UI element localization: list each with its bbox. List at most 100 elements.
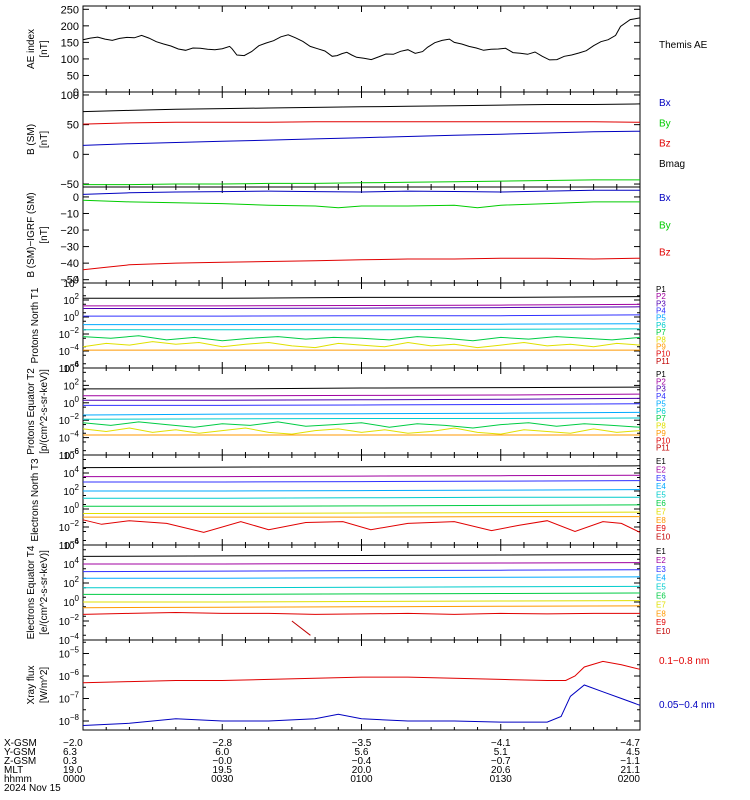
legend-label: E9: [656, 618, 666, 627]
x-axis-value: 19.0: [63, 765, 83, 776]
panel-frame: [82, 186, 641, 284]
panel-frame: [82, 91, 641, 188]
series-line-By: [83, 179, 640, 186]
y-tick-label: 104: [63, 360, 79, 375]
y-axis-label: Electrons North T3: [30, 458, 41, 542]
series-line-E10: [291, 620, 311, 636]
legend-label: P4: [656, 392, 666, 401]
series-line-P1: [83, 386, 641, 390]
y-axis-label: Protons North T1: [30, 287, 41, 363]
y-tick-label: 10−2: [59, 412, 80, 427]
x-axis-value: −2.0: [63, 738, 83, 749]
legend-label: E1: [656, 457, 666, 466]
legend-label: P8: [656, 422, 666, 431]
y-tick-label: 100: [63, 501, 79, 516]
y-axis-label: B (SM) [nT]: [26, 124, 50, 155]
legend-label: E8: [656, 516, 666, 525]
legend-label: E5: [656, 491, 666, 500]
y-tick-label: 0: [73, 192, 79, 204]
legend-label: P6: [656, 407, 666, 416]
legend-label: P7: [656, 328, 666, 337]
legend-label: E3: [656, 565, 666, 574]
y-tick-label: −50: [60, 275, 79, 287]
x-axis-value: 4.5: [626, 747, 640, 758]
panel-7: 106 104 102 100 10−2 10−4 Electrons Equator T4…: [26, 537, 671, 647]
x-axis-value: 20.0: [352, 765, 372, 776]
y-axis-label: B (SM)−IGRF (SM) [nT]: [26, 192, 50, 277]
legend-label: E4: [656, 574, 666, 583]
series-line-By: [82, 199, 640, 209]
legend-label: 0.05−0.4 nm: [659, 700, 715, 711]
y-tick-label: 10−2: [59, 326, 80, 341]
series-line-Bx: [82, 189, 640, 195]
y-axis-label: Electrons Equator T4 [e/(cm^2-s-sr-keV)]: [26, 545, 50, 639]
y-tick-label: 100: [61, 54, 79, 66]
y-tick-label: 100: [63, 594, 79, 609]
y-tick-label: 100: [63, 309, 79, 324]
series-line-E9: [82, 519, 641, 533]
legend-label: E3: [656, 474, 666, 483]
legend-label: Bmag: [659, 159, 685, 170]
x-axis-value: 0100: [350, 774, 373, 785]
y-axis-label: Xray flux [W/m^2]: [26, 666, 50, 705]
x-axis-row-label: MLT: [4, 765, 23, 776]
legend-label: Bz: [659, 248, 671, 259]
y-tick-label: 10−4: [59, 632, 80, 647]
panel-8: 10−5 10−6 10−7 10−8 Xray flux [W/m^2] 0.1−0.8 …: [26, 639, 715, 731]
panel-frame: [82, 544, 641, 641]
legend-label: E2: [656, 556, 666, 565]
series-line-0.05−0.4 nm: [82, 684, 641, 726]
x-axis-row-label: hhmm: [4, 774, 32, 785]
x-axis-value: −0.7: [491, 756, 511, 767]
y-tick-label: 100: [61, 90, 79, 102]
panel-frame: [82, 367, 641, 456]
legend-label: P9: [656, 342, 666, 351]
y-tick-label: −40: [60, 258, 79, 270]
series-line-E2: [83, 474, 641, 478]
series-line-E3: [83, 480, 641, 483]
legend-label: P7: [656, 414, 666, 423]
legend-label: E7: [656, 600, 666, 609]
legend-label: E8: [656, 609, 666, 618]
legend-label: P2: [656, 292, 666, 301]
y-tick-label: 10−6: [59, 360, 80, 375]
legend-label: Themis AE: [659, 40, 708, 51]
x-axis-value: 5.1: [494, 747, 508, 758]
y-tick-label: 10−2: [59, 519, 80, 534]
legend-label: P10: [656, 436, 671, 445]
y-tick-label: 50: [67, 120, 79, 132]
y-tick-label: −30: [60, 242, 79, 254]
legend-label: By: [659, 220, 671, 231]
legend-label: P4: [656, 307, 666, 316]
y-tick-label: 104: [63, 465, 79, 480]
x-axis-value: −4.1: [491, 738, 511, 749]
legend-label: P10: [656, 350, 671, 359]
series-line-E4: [83, 489, 641, 492]
series-line-E4: [83, 576, 641, 579]
legend-label: P9: [656, 429, 666, 438]
x-axis-value: 21.1: [621, 765, 641, 776]
panel-frame: [82, 639, 641, 731]
series-line-P2: [83, 303, 641, 307]
y-tick-label: 0: [73, 87, 79, 99]
legend-label: E10: [656, 533, 671, 542]
legend-label: P8: [656, 335, 666, 344]
x-axis-value: 5.6: [355, 747, 369, 758]
x-axis-value: 6.3: [63, 747, 77, 758]
y-tick-label: 150: [61, 37, 79, 49]
panel-2: −50 0 50 100 B (SM) [nT] Bx By Bz Bmag: [26, 90, 685, 191]
series-line-P8: [82, 427, 641, 435]
legend-label: Bz: [659, 139, 671, 150]
series-line-P3: [83, 397, 641, 401]
x-axis-value: 0200: [618, 774, 641, 785]
legend-label: E2: [656, 465, 666, 474]
panel-5: 104 102 100 10−2 10−4 10−6 Protons Equator T2[…: [26, 360, 671, 462]
panel-3: 0 −10 −20 −30 −40 −50 B (SM)−IGRF (SM) [nT] Bx By…: [26, 186, 671, 287]
panel-frame: [82, 5, 641, 93]
x-axis-value: −4.7: [620, 738, 640, 749]
x-axis-value: 6.0: [215, 747, 229, 758]
y-tick-label: 10−4: [59, 537, 80, 552]
series-line-P8: [82, 341, 641, 349]
y-tick-label: 10−6: [59, 668, 80, 683]
